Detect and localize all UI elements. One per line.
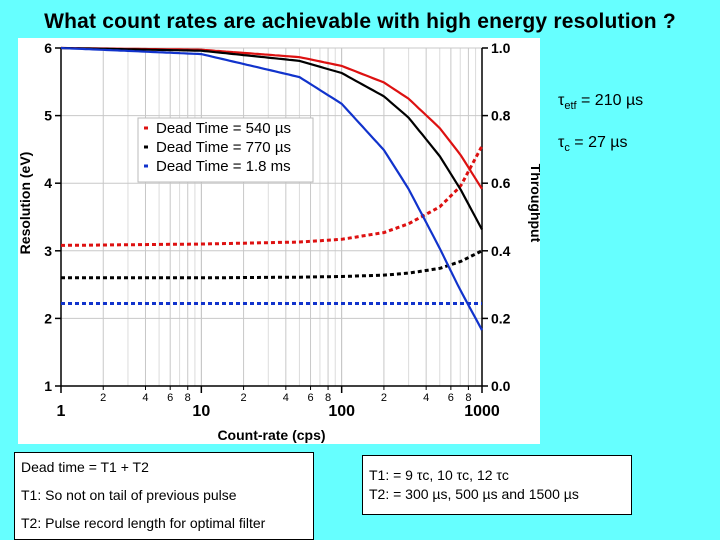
y-left-tick-label: 3: [44, 243, 52, 259]
tau-c-subscript: c: [564, 142, 570, 155]
t-values-box: T1: = 9 τc, 10 τc, 12 τc T2: = 300 µs, 5…: [362, 455, 632, 515]
x-minor-tick-label: 4: [283, 392, 289, 404]
tau-etf-subscript: etf: [564, 100, 577, 113]
tau-etf-symbol: τ: [558, 92, 565, 109]
x-major-tick-label: 10: [192, 403, 210, 420]
slide-title: What count rates are achievable with hig…: [44, 10, 676, 33]
tau-c-symbol: τ: [558, 134, 565, 151]
x-minor-tick-label: 8: [465, 392, 471, 404]
t2-line: T2: = 300 µs, 500 µs and 1500 µs: [369, 486, 579, 502]
y-left-tick-label: 2: [44, 310, 52, 326]
x-minor-tick-label: 6: [167, 392, 173, 404]
y-axis-left-title: Resolution (eV): [18, 152, 33, 255]
y-left-tick-label: 4: [44, 175, 52, 191]
resolution-series-2: [61, 249, 483, 280]
y-right-tick-label: 0.6: [491, 175, 511, 191]
throughput-series-3: [60, 46, 483, 331]
tau-c-note: τc = 27 µs: [558, 134, 628, 154]
x-minor-tick-label: 6: [448, 392, 454, 404]
x-axis-title: Count-rate (cps): [217, 427, 325, 443]
x-major-tick-label: 1: [57, 403, 66, 420]
x-minor-tick-label: 4: [423, 392, 429, 404]
y-left-tick-label: 5: [44, 108, 52, 124]
x-minor-tick-label: 2: [100, 392, 106, 404]
y-left-tick-label: 1: [44, 378, 52, 394]
y-right-tick-label: 0.2: [491, 310, 511, 326]
x-minor-tick-label: 8: [325, 392, 331, 404]
x-major-tick-label: 100: [328, 403, 355, 420]
t1-line: T1: = 9 τc, 10 τc, 12 τc: [369, 467, 509, 483]
chart-container: 1 2 3 4 5 6 0.0 0.2 0.4 0.6 0.8 1.0 1 10 100 1000 2 4 6 8 2 4…: [17, 38, 544, 444]
y-left-tick-label: 6: [44, 40, 52, 56]
y-right-tick-label: 0.8: [491, 108, 511, 124]
tau-c-value: = 27 µs: [569, 134, 628, 151]
y-axis-right-title: Throughput: [528, 164, 540, 243]
legend-box: [137, 117, 314, 183]
y-right-tick-label: 1.0: [491, 40, 511, 56]
dead-time-line1: Dead time = T1 + T2: [21, 459, 149, 475]
x-minor-tick-label: 2: [381, 392, 387, 404]
dead-time-line2: T1: So not on tail of previous pulse: [21, 487, 237, 503]
tau-etf-value: = 210 µs: [576, 92, 644, 109]
legend-label-2: Dead Time = 770 µs: [156, 139, 291, 156]
tau-etf-note: τetf = 210 µs: [558, 92, 643, 112]
x-minor-tick-label: 8: [185, 392, 191, 404]
x-minor-tick-label: 6: [307, 392, 313, 404]
resolution-series-1: [61, 145, 484, 247]
throughput-series-2: [60, 46, 483, 231]
dead-time-line3: T2: Pulse record length for optimal filt…: [21, 515, 266, 531]
y-right-tick-label: 0.4: [491, 243, 511, 259]
legend-label-3: Dead Time = 1.8 ms: [156, 158, 291, 175]
dead-time-box: Dead time = T1 + T2 T1: So not on tail o…: [14, 452, 314, 540]
y-right-tick-label: 0.0: [491, 378, 511, 394]
x-minor-tick-label: 4: [142, 392, 148, 404]
legend-label-1: Dead Time = 540 µs: [156, 120, 291, 137]
x-minor-tick-label: 2: [241, 392, 247, 404]
x-major-tick-label: 1000: [464, 403, 500, 420]
